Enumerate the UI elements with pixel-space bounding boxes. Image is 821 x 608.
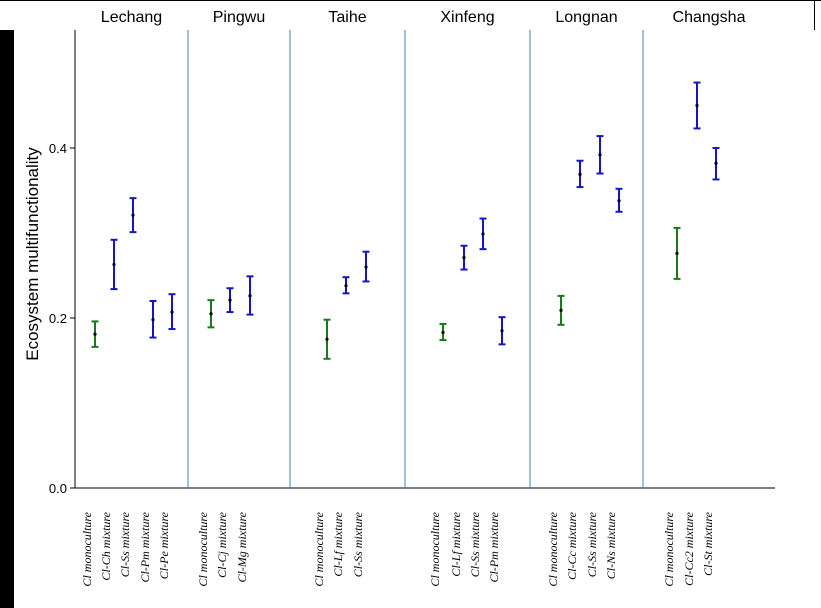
mean-point <box>344 284 348 288</box>
x-tick-label: Cl-Cc2 mixture <box>682 511 696 586</box>
mean-point <box>170 310 174 314</box>
y-axis-label: Ecosystem multifunctionality <box>23 147 42 361</box>
top-border <box>0 0 821 1</box>
x-tick-label: Cl-Ss mixture <box>468 511 482 577</box>
x-tick-label: Cl-Cj mixture <box>215 511 229 578</box>
y-tick-label: 0.2 <box>49 311 67 326</box>
x-tick-label: Cl-Cc mixture <box>565 511 579 580</box>
x-tick-label: Cl-Mg mixture <box>235 511 249 582</box>
mean-point <box>500 329 504 333</box>
mean-point <box>714 161 718 165</box>
x-tick-label: Cl-St mixture <box>701 511 715 576</box>
mean-point <box>481 232 485 236</box>
panel-title-taihe: Taihe <box>328 9 366 26</box>
panel-title-changsha: Changsha <box>673 9 746 26</box>
x-tick-label: Cl-Pm mixture <box>138 511 152 582</box>
panel-title-pingwu: Pingwu <box>213 9 265 26</box>
x-tick-label: Cl monoculture <box>428 511 442 586</box>
mean-point <box>462 256 466 260</box>
x-tick-label: Cl-Ss mixture <box>118 511 132 577</box>
mean-point <box>695 103 699 108</box>
mean-point <box>617 199 621 203</box>
mean-point <box>248 294 252 298</box>
x-tick-label: Cl-Ch mixture <box>99 511 113 580</box>
x-tick-label: Cl-Pm mixture <box>487 511 501 582</box>
mean-point <box>228 298 232 302</box>
panel-title-lechang: Lechang <box>101 9 162 26</box>
panel-title-xinfeng: Xinfeng <box>440 9 494 26</box>
panel-title-longnan: Longnan <box>555 9 617 26</box>
x-tick-label: Cl monoculture <box>662 511 676 586</box>
mean-point <box>441 330 445 335</box>
mean-point <box>325 337 329 341</box>
right-border <box>814 0 815 30</box>
mean-point <box>93 332 97 336</box>
x-tick-label: Cl-Pe mixture <box>157 511 171 579</box>
x-tick-label: Cl-Lf mixture <box>331 511 345 576</box>
left-black-bar <box>0 30 14 608</box>
x-tick-label: Cl monoculture <box>196 511 210 586</box>
mean-point <box>131 213 135 217</box>
x-tick-label: Cl monoculture <box>312 511 326 586</box>
x-tick-label: Cl-Lf mixture <box>449 511 463 576</box>
mean-point <box>675 251 679 255</box>
mean-point <box>151 318 155 322</box>
x-tick-label: Cl-Ss mixture <box>351 511 365 577</box>
x-tick-label: Cl-Ns mixture <box>604 511 618 579</box>
y-tick-label: 0.4 <box>49 141 67 156</box>
mean-point <box>112 262 116 267</box>
mean-point <box>209 312 213 316</box>
x-tick-label: Cl-Ss mixture <box>585 511 599 577</box>
mean-point <box>364 265 368 269</box>
x-tick-label: Cl monoculture <box>80 511 94 586</box>
mean-point <box>598 153 602 157</box>
mean-point <box>559 308 563 312</box>
mean-point <box>578 172 582 176</box>
x-tick-label: Cl monoculture <box>546 511 560 586</box>
y-tick-label: 0.0 <box>49 481 67 496</box>
